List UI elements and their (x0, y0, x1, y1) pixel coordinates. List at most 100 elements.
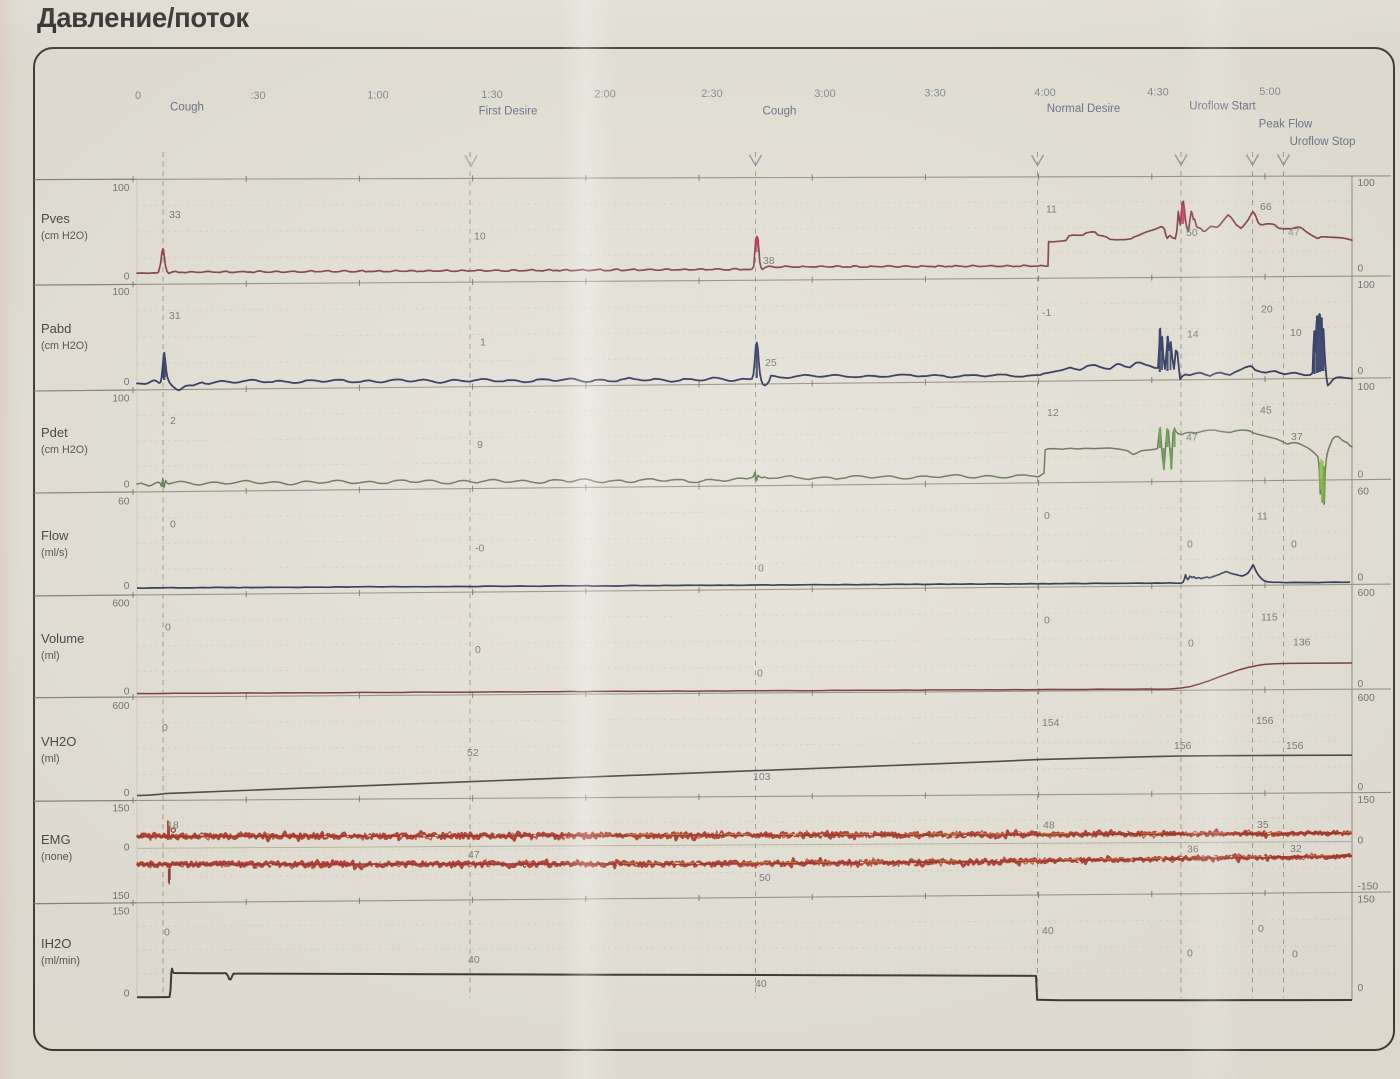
svg-text:38: 38 (763, 255, 775, 267)
svg-text:600: 600 (112, 701, 129, 712)
svg-text:2:30: 2:30 (701, 88, 722, 100)
svg-text:0: 0 (124, 989, 130, 1000)
svg-text:0: 0 (124, 687, 130, 698)
svg-text:2: 2 (170, 415, 176, 427)
svg-text:0: 0 (124, 272, 130, 283)
svg-text:150: 150 (112, 891, 129, 902)
svg-text:(cm H2O): (cm H2O) (41, 444, 88, 456)
svg-text:0: 0 (475, 644, 481, 656)
svg-text:0: 0 (1187, 948, 1193, 960)
svg-text:0: 0 (1358, 469, 1364, 480)
svg-text:2:00: 2:00 (594, 89, 615, 101)
svg-text:-0: -0 (475, 543, 484, 555)
svg-text:Cough: Cough (170, 102, 204, 114)
svg-text:5:00: 5:00 (1259, 86, 1280, 98)
svg-text:150: 150 (1358, 894, 1375, 905)
svg-text:25: 25 (765, 357, 777, 369)
svg-text:(cm H2O): (cm H2O) (41, 230, 88, 242)
svg-text:11: 11 (1046, 204, 1057, 216)
svg-text:100: 100 (112, 287, 129, 298)
svg-text:600: 600 (112, 598, 129, 609)
svg-text:0: 0 (124, 843, 130, 854)
svg-text:35: 35 (1257, 819, 1269, 831)
svg-text:0: 0 (1187, 539, 1193, 551)
svg-text:(ml): (ml) (41, 753, 60, 765)
svg-text:11: 11 (1257, 511, 1268, 523)
svg-text:VH2O: VH2O (41, 734, 76, 749)
svg-text:156: 156 (1286, 740, 1304, 752)
svg-text:Pves: Pves (41, 211, 70, 226)
svg-text:52: 52 (467, 747, 479, 759)
svg-text:0: 0 (1044, 510, 1050, 522)
svg-text:First Desire: First Desire (479, 106, 538, 118)
svg-text:10: 10 (1290, 327, 1302, 339)
svg-text:Normal Desire: Normal Desire (1047, 103, 1121, 115)
svg-text:0: 0 (1292, 949, 1298, 961)
svg-text:136: 136 (1293, 637, 1311, 649)
svg-text:66: 66 (1260, 201, 1272, 213)
svg-text:14: 14 (1187, 329, 1199, 341)
svg-text:1: 1 (480, 337, 486, 349)
svg-text:600: 600 (1358, 588, 1375, 599)
svg-text:1:00: 1:00 (367, 90, 388, 102)
svg-text:-150: -150 (1358, 882, 1379, 893)
svg-text:40: 40 (1042, 925, 1054, 937)
svg-text:47: 47 (1288, 227, 1300, 239)
svg-text:33: 33 (169, 209, 181, 221)
svg-text:100: 100 (112, 183, 129, 194)
svg-text:0: 0 (124, 480, 130, 491)
svg-text:100: 100 (1358, 280, 1375, 291)
svg-text:0: 0 (164, 927, 170, 939)
svg-text:150: 150 (112, 906, 129, 917)
svg-text:Volume: Volume (41, 631, 84, 646)
svg-text:60: 60 (118, 497, 130, 508)
svg-text:0: 0 (1358, 573, 1364, 584)
svg-text:0: 0 (165, 622, 171, 634)
svg-text:3:30: 3:30 (924, 88, 945, 100)
svg-text:100: 100 (1358, 178, 1375, 189)
svg-text:48: 48 (1043, 820, 1055, 832)
svg-text:0: 0 (124, 581, 130, 592)
svg-text:31: 31 (169, 310, 181, 322)
svg-text:Cough: Cough (763, 106, 797, 118)
svg-text:20: 20 (1261, 304, 1273, 316)
svg-text:0: 0 (170, 519, 176, 531)
svg-text::30: :30 (250, 90, 265, 102)
svg-text:Flow: Flow (41, 528, 69, 543)
svg-text:156: 156 (1174, 740, 1192, 752)
svg-text:0: 0 (1291, 539, 1297, 551)
svg-text:3:00: 3:00 (814, 88, 835, 100)
svg-text:0: 0 (124, 788, 130, 799)
svg-text:100: 100 (1358, 382, 1375, 393)
svg-text:Uroflow Stop: Uroflow Stop (1290, 136, 1356, 148)
svg-text:40: 40 (755, 978, 767, 990)
svg-text:0: 0 (135, 90, 141, 102)
svg-text:Pdet: Pdet (41, 425, 68, 440)
svg-text:0: 0 (1188, 638, 1194, 650)
svg-text:Pabd: Pabd (41, 321, 71, 336)
svg-text:50: 50 (759, 872, 771, 884)
svg-text:Uroflow Start: Uroflow Start (1189, 101, 1256, 113)
svg-text:0: 0 (1358, 679, 1364, 690)
svg-text:47: 47 (1186, 432, 1198, 444)
svg-text:60: 60 (1358, 486, 1370, 497)
svg-text:36: 36 (1187, 844, 1199, 856)
svg-text:0: 0 (124, 377, 130, 388)
svg-text:0: 0 (1358, 983, 1364, 994)
svg-text:18: 18 (167, 820, 179, 832)
svg-text:156: 156 (1256, 715, 1274, 727)
svg-text:0: 0 (1358, 366, 1364, 377)
svg-text:4:30: 4:30 (1147, 87, 1168, 99)
svg-text:-1: -1 (1042, 307, 1051, 319)
svg-text:40: 40 (468, 954, 480, 966)
svg-text:(ml/min): (ml/min) (41, 955, 80, 967)
svg-text:47: 47 (468, 849, 480, 861)
svg-text:0: 0 (1358, 836, 1364, 847)
svg-text:103: 103 (753, 771, 771, 783)
svg-text:(ml/s): (ml/s) (41, 547, 68, 559)
svg-text:0: 0 (1258, 923, 1264, 935)
svg-text:(ml): (ml) (41, 650, 60, 662)
svg-text:IH2O: IH2O (41, 936, 71, 951)
svg-text:0: 0 (1358, 264, 1364, 275)
svg-text:10: 10 (474, 231, 486, 243)
